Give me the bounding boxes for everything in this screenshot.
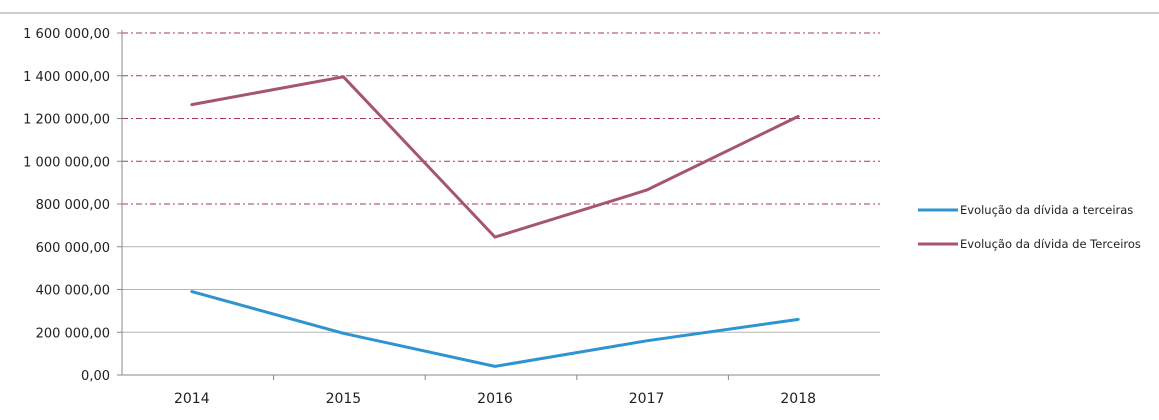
x-axis-tick-labels: 2014 2015 2016 2017 2018 <box>174 375 816 407</box>
x-tick-label: 2016 <box>477 391 513 407</box>
legend-label: Evolução da dívida a terceiras <box>960 203 1133 217</box>
gridlines <box>122 32 880 333</box>
y-tick-label: 600 000,00 <box>36 241 110 256</box>
y-tick-label: 1 400 000,00 <box>23 70 110 85</box>
y-tick-label: 400 000,00 <box>36 284 110 299</box>
series-line-2 <box>190 75 800 239</box>
y-tick-label: 800 000,00 <box>36 198 110 213</box>
y-tick-label: 1 600 000,00 <box>23 27 110 42</box>
y-tick-label: 200 000,00 <box>36 326 110 341</box>
y-tick-label: 0,00 <box>81 369 110 384</box>
y-axis-tick-labels: 0,00 200 000,00 400 000,00 600 000,00 800 00… <box>23 27 122 384</box>
y-tick-label: 1 000 000,00 <box>23 155 110 170</box>
series-lines <box>190 75 800 368</box>
x-tick-label: 2015 <box>326 391 362 407</box>
x-tick-label: 2014 <box>174 391 210 407</box>
y-tick-label: 1 200 000,00 <box>23 113 110 128</box>
legend: Evolução da dívida a terceiras Evolução d… <box>918 203 1141 251</box>
series-line-1 <box>190 290 800 368</box>
legend-label: Evolução da dívida de Terceiros <box>960 237 1141 251</box>
x-tick-label: 2018 <box>780 391 816 407</box>
x-tick-label: 2017 <box>629 391 665 407</box>
